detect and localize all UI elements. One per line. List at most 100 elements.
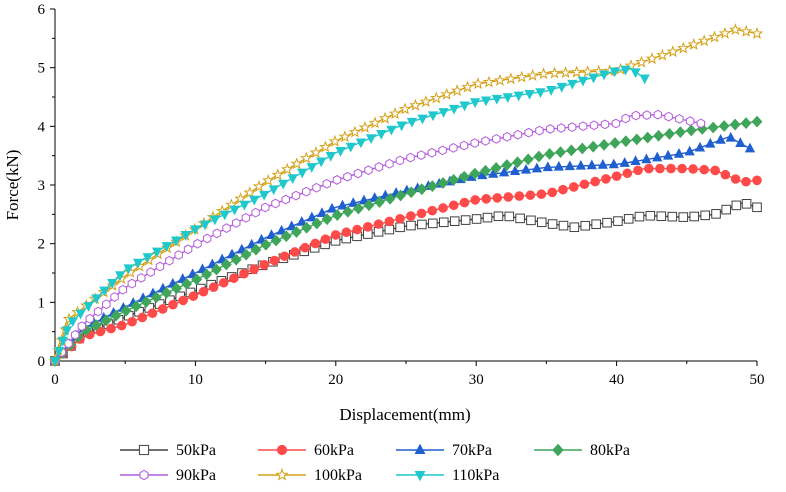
series-point-110kpa <box>229 205 240 216</box>
series-point-110kpa <box>546 86 557 96</box>
series-point-50kpa <box>667 211 678 222</box>
series-point-110kpa <box>480 96 492 107</box>
series-point-90kpa <box>212 228 222 239</box>
series-point-60kpa <box>208 282 219 293</box>
series-point-70kpa <box>488 168 499 178</box>
series-point-90kpa <box>183 244 193 255</box>
series-point-60kpa <box>106 323 116 334</box>
series-point-60kpa <box>720 169 731 180</box>
series-point-60kpa <box>644 163 654 174</box>
series-point-80kpa <box>301 221 313 234</box>
series-point-60kpa <box>147 308 158 319</box>
series-point-100kpa <box>243 186 257 199</box>
series-point-60kpa <box>752 175 762 186</box>
series-point-100kpa <box>570 65 583 78</box>
y-axis-title: Force(kN) <box>3 150 22 221</box>
series-point-90kpa <box>312 182 321 193</box>
series-point-60kpa <box>655 163 665 174</box>
series-point-110kpa <box>99 286 110 297</box>
series-point-80kpa <box>522 153 534 166</box>
series-point-90kpa <box>513 129 523 140</box>
series-point-70kpa <box>694 141 706 152</box>
series-point-100kpa <box>482 75 496 88</box>
y-tick-label: 4 <box>38 119 46 135</box>
series-90kpa <box>50 109 706 366</box>
series-point-70kpa <box>705 137 716 148</box>
series-point-90kpa <box>406 152 415 163</box>
series-point-50kpa <box>602 217 612 228</box>
series-point-110kpa <box>535 88 546 99</box>
series-point-90kpa <box>621 113 630 124</box>
series-point-80kpa <box>270 234 282 247</box>
series-point-80kpa <box>120 304 132 317</box>
series-point-90kpa <box>118 284 128 295</box>
series-point-110kpa <box>491 94 502 105</box>
series-point-60kpa <box>95 326 106 337</box>
series-point-50kpa <box>580 220 591 231</box>
series-point-90kpa <box>232 218 241 228</box>
series-point-110kpa <box>209 215 220 226</box>
series-point-100kpa <box>750 27 764 39</box>
series-point-100kpa <box>708 30 721 43</box>
series-point-80kpa <box>437 177 449 189</box>
series-point-50kpa <box>678 212 689 222</box>
series-point-90kpa <box>251 207 260 218</box>
series-point-50kpa <box>689 211 700 222</box>
series-point-60kpa <box>622 168 633 179</box>
series-point-90kpa <box>427 147 437 158</box>
series-point-100kpa <box>309 146 323 159</box>
series-point-60kpa <box>481 194 492 204</box>
series-point-100kpa <box>409 98 422 111</box>
series-point-80kpa <box>598 138 610 151</box>
series-point-80kpa <box>674 126 686 139</box>
series-point-100kpa <box>328 134 342 147</box>
series-point-60kpa <box>395 213 405 224</box>
series-point-60kpa <box>363 222 373 232</box>
legend-marker-70kpa <box>414 443 426 454</box>
series-point-60kpa <box>188 291 199 301</box>
legend-label-60kpa: 60kPa <box>314 442 354 459</box>
series-point-60kpa <box>459 197 470 208</box>
series-point-80kpa <box>331 209 343 221</box>
series-point-80kpa <box>740 117 752 130</box>
series-point-80kpa <box>631 133 643 146</box>
series-point-90kpa <box>416 150 426 161</box>
series-point-50kpa <box>438 217 449 228</box>
series-point-90kpa <box>322 178 331 189</box>
series-point-60kpa <box>536 189 547 200</box>
series-point-100kpa <box>430 91 443 104</box>
series-point-110kpa <box>316 157 327 168</box>
series-point-80kpa <box>427 180 438 192</box>
series-point-100kpa <box>592 64 605 77</box>
series-point-50kpa <box>721 204 731 215</box>
legend-label-80kpa: 80kPa <box>590 442 630 459</box>
series-point-60kpa <box>127 316 137 327</box>
series-point-60kpa <box>290 247 300 257</box>
series-point-100kpa <box>581 65 594 78</box>
series-point-90kpa <box>470 138 479 148</box>
series-point-80kpa <box>751 115 763 128</box>
series-point-50kpa <box>493 211 504 222</box>
series-point-50kpa <box>558 220 569 231</box>
series-point-50kpa <box>569 222 580 233</box>
series-point-50kpa <box>449 216 460 226</box>
series-point-60kpa <box>503 192 514 202</box>
series-point-80kpa <box>201 268 213 281</box>
series-point-110kpa <box>396 121 407 132</box>
x-tick-label: 0 <box>51 372 59 388</box>
series-point-110kpa <box>345 142 356 153</box>
series-point-60kpa <box>300 242 310 253</box>
series-point-80kpa <box>311 217 323 230</box>
legend-marker-80kpa <box>552 443 564 457</box>
series-point-90kpa <box>664 111 673 122</box>
series-point-80kpa <box>718 120 730 132</box>
series-point-80kpa <box>230 253 242 266</box>
series-point-110kpa <box>258 190 270 201</box>
series-point-50kpa <box>471 214 482 224</box>
series-point-110kpa <box>567 79 578 90</box>
series-point-90kpa <box>332 175 342 185</box>
x-tick-label: 30 <box>469 372 484 388</box>
series-point-50kpa <box>731 200 742 211</box>
series-point-80kpa <box>211 263 222 276</box>
series-point-70kpa <box>641 153 652 164</box>
